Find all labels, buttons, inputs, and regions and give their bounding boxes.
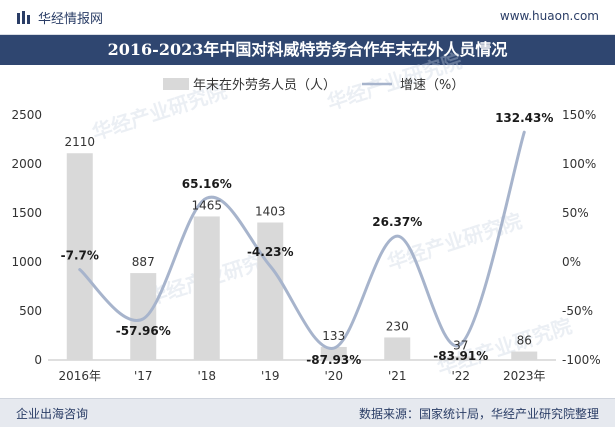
bar-value-label: 37 bbox=[453, 338, 468, 352]
x-tick-label: '21 bbox=[388, 369, 407, 383]
y-right-tick-label: 0% bbox=[562, 255, 581, 269]
y-right-tick-label: -50% bbox=[562, 304, 593, 318]
bar bbox=[447, 356, 474, 360]
x-tick-label: '18 bbox=[197, 369, 216, 383]
legend-bar-swatch bbox=[163, 78, 189, 90]
bar-value-label: 1465 bbox=[191, 198, 222, 212]
y-left-tick-label: 500 bbox=[19, 304, 42, 318]
y-left-tick-label: 2500 bbox=[11, 108, 42, 122]
data-labels: 2110 887 1465 1403 133 230 37 86 -7.7% -57.96% 65.… bbox=[61, 111, 554, 367]
axes: 0 500 1000 1500 2000 2500 -100% -50% 0% 50% 100% 15… bbox=[11, 108, 600, 383]
y-left-tick-label: 2000 bbox=[11, 157, 42, 171]
line-value-label: -87.93% bbox=[306, 353, 361, 367]
legend-bar-label: 年末在外劳务人员（人） bbox=[193, 77, 336, 93]
bar bbox=[193, 216, 220, 360]
x-tick-label: '19 bbox=[261, 369, 280, 383]
footer: 企业出海咨询 数据来源：国家统计局，华经产业研究院整理 bbox=[0, 398, 615, 427]
line-value-label: -83.91% bbox=[433, 349, 488, 363]
bar bbox=[66, 153, 93, 360]
line-series bbox=[78, 130, 526, 350]
x-tick-label: '22 bbox=[451, 369, 470, 383]
bar-value-label: 887 bbox=[132, 255, 155, 269]
x-tick-label: 2016年 bbox=[58, 369, 101, 383]
x-tick-label: '20 bbox=[324, 369, 343, 383]
bar bbox=[130, 273, 157, 360]
bar-value-label: 230 bbox=[386, 319, 409, 333]
bar bbox=[320, 346, 347, 360]
line-value-label: 26.37% bbox=[372, 215, 422, 229]
bar bbox=[384, 337, 411, 360]
footer-source-text: 数据来源：国家统计局，华经产业研究院整理 bbox=[358, 407, 599, 421]
top-bar: 华经情报网 www.huaon.com bbox=[0, 0, 615, 35]
brand: 华经情报网 bbox=[16, 8, 103, 27]
line-value-label: -57.96% bbox=[116, 324, 171, 338]
line-value-label: 65.16% bbox=[182, 177, 232, 191]
y-left-tick-label: 1000 bbox=[11, 255, 42, 269]
x-tick-label: 2023年 bbox=[503, 369, 546, 383]
line-value-label: -7.7% bbox=[61, 249, 99, 263]
y-right-tick-label: 50% bbox=[562, 206, 589, 220]
y-right-tick-label: 150% bbox=[562, 108, 596, 122]
bar-value-label: 2110 bbox=[64, 135, 95, 149]
line-value-label: 132.43% bbox=[495, 111, 553, 125]
chart-title: 2016-2023年中国对科威特劳务合作年末在外人员情况 bbox=[0, 35, 615, 65]
x-tick-label: '17 bbox=[134, 369, 153, 383]
brand-name: 华经情报网 bbox=[38, 12, 104, 27]
bar-value-label: 133 bbox=[322, 329, 345, 343]
bar-value-label: 1403 bbox=[255, 205, 286, 219]
y-right-tick-label: -100% bbox=[562, 353, 601, 367]
footer-left-text: 企业出海咨询 bbox=[16, 407, 89, 421]
legend: 年末在外劳务人员（人） 增速（%） bbox=[163, 77, 464, 93]
legend-line-label: 增速（%） bbox=[400, 78, 464, 93]
bar bbox=[257, 222, 284, 360]
brand-logo-icon bbox=[17, 10, 30, 24]
y-right-tick-label: 100% bbox=[562, 157, 596, 171]
line-value-label: -4.23% bbox=[247, 245, 294, 259]
bar-value-label: 86 bbox=[517, 334, 532, 348]
y-left-tick-label: 1500 bbox=[11, 206, 42, 220]
site-url[interactable]: www.huaon.com bbox=[499, 9, 599, 23]
y-left-tick-label: 0 bbox=[34, 353, 42, 367]
bar bbox=[511, 351, 538, 360]
bar-series bbox=[66, 153, 538, 360]
